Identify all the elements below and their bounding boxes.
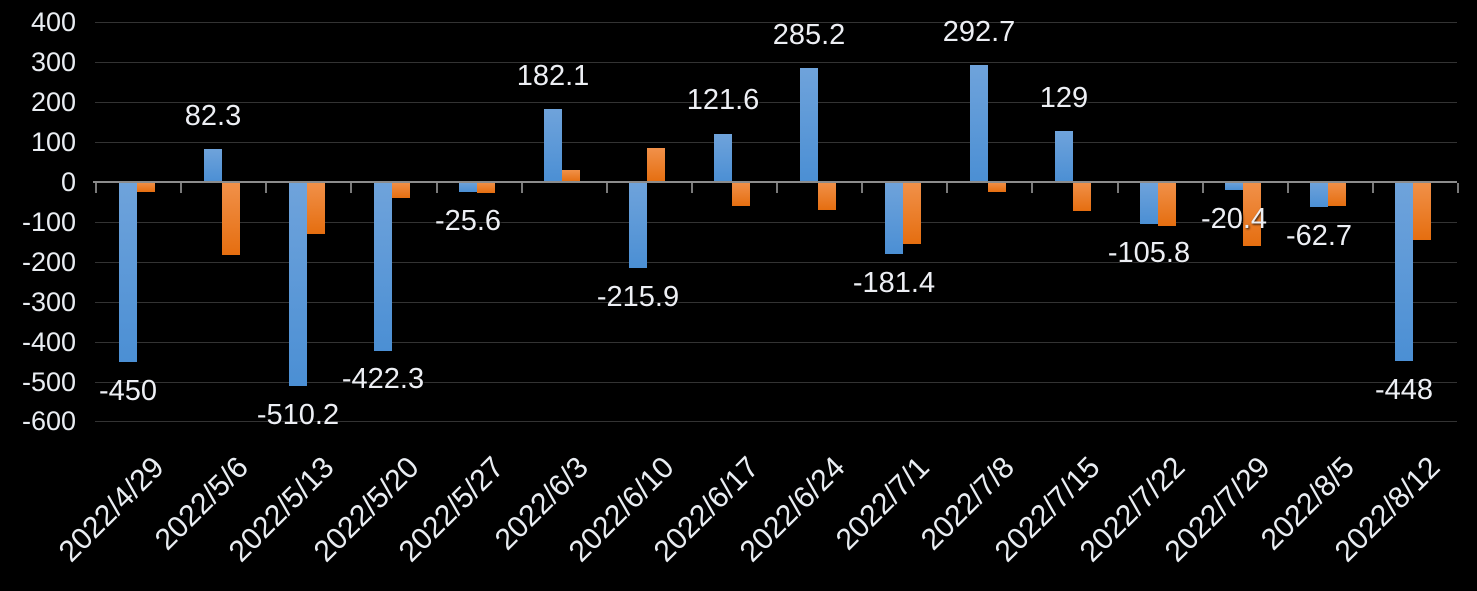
y-gridline <box>95 382 1457 383</box>
bar-blue-2022/8/12[interactable] <box>1395 182 1413 361</box>
x-category-label: 2022/4/29 <box>52 450 171 569</box>
y-gridline <box>95 421 1457 422</box>
bar-orange-2022/7/1[interactable] <box>903 182 921 245</box>
x-axis-tick <box>691 183 693 193</box>
x-axis-tick <box>1202 183 1204 193</box>
bar-orange-2022/6/3[interactable] <box>562 169 580 182</box>
bar-blue-2022/6/24[interactable] <box>800 68 818 182</box>
bar-blue-2022/5/13[interactable] <box>289 182 307 386</box>
x-axis-tick <box>350 183 352 193</box>
data-label: -448 <box>1374 374 1434 406</box>
y-axis-tick-label: -400 <box>21 327 76 357</box>
data-label: 129 <box>1039 82 1089 114</box>
x-axis-tick <box>1117 183 1119 193</box>
bar-orange-2022/8/12[interactable] <box>1413 182 1431 240</box>
data-label: -20.4 <box>1200 203 1268 235</box>
bar-orange-2022/7/22[interactable] <box>1158 182 1176 226</box>
bar-orange-2022/7/8[interactable] <box>988 182 1006 192</box>
bar-orange-2022/4/29[interactable] <box>137 182 155 192</box>
x-axis-tick <box>521 183 523 193</box>
y-axis-tick-label: 400 <box>30 7 76 37</box>
y-axis-tick-label: 300 <box>30 47 76 77</box>
bar-blue-2022/4/29[interactable] <box>119 182 137 362</box>
bar-orange-2022/5/20[interactable] <box>392 182 410 198</box>
data-label: 82.3 <box>184 100 242 132</box>
bar-blue-2022/5/20[interactable] <box>374 182 392 351</box>
y-gridline <box>95 62 1457 63</box>
x-axis-tick <box>1372 183 1374 193</box>
bar-orange-2022/8/5[interactable] <box>1328 182 1346 206</box>
bar-blue-2022/7/1[interactable] <box>885 182 903 255</box>
y-axis-tick-label: -300 <box>21 287 76 317</box>
bar-blue-2022/8/5[interactable] <box>1310 182 1328 207</box>
data-label: -422.3 <box>341 363 425 395</box>
bar-orange-2022/6/10[interactable] <box>647 147 665 182</box>
data-label: -25.6 <box>434 205 502 237</box>
bar-blue-2022/5/27[interactable] <box>459 182 477 193</box>
bar-blue-2022/7/29[interactable] <box>1225 182 1243 191</box>
y-gridline <box>95 302 1457 303</box>
x-category-label: 2022/7/1 <box>830 450 937 557</box>
x-axis-line <box>93 181 1457 183</box>
data-label: 285.2 <box>772 19 846 51</box>
bar-orange-2022/5/6[interactable] <box>222 182 240 255</box>
bar-blue-2022/7/15[interactable] <box>1055 130 1073 182</box>
bar-blue-2022/7/22[interactable] <box>1140 182 1158 225</box>
y-gridline <box>95 102 1457 103</box>
bar-orange-2022/6/17[interactable] <box>732 182 750 206</box>
x-axis-tick <box>861 183 863 193</box>
data-label: 182.1 <box>516 60 590 92</box>
x-axis-tick <box>1287 183 1289 193</box>
x-axis-tick <box>1031 183 1033 193</box>
y-axis-tick-label: -600 <box>21 406 76 436</box>
y-gridline <box>95 222 1457 223</box>
x-axis-tick <box>946 183 948 193</box>
y-gridline <box>95 142 1457 143</box>
y-axis-tick-label: -200 <box>21 247 76 277</box>
bar-blue-2022/6/17[interactable] <box>714 133 732 182</box>
bar-blue-2022/5/6[interactable] <box>204 149 222 182</box>
x-axis-tick <box>180 183 182 193</box>
data-label: -105.8 <box>1107 237 1191 269</box>
data-label: -62.7 <box>1285 220 1353 252</box>
bar-orange-2022/5/27[interactable] <box>477 182 495 194</box>
data-label: 292.7 <box>942 16 1016 48</box>
y-axis-tick-label: 200 <box>30 87 76 117</box>
data-label: -510.2 <box>256 399 340 431</box>
bar-blue-2022/6/3[interactable] <box>544 109 562 182</box>
data-label: -181.4 <box>852 267 936 299</box>
y-axis-tick-label: 100 <box>30 127 76 157</box>
bar-orange-2022/7/29[interactable] <box>1243 182 1261 246</box>
x-axis-tick <box>436 183 438 193</box>
x-axis-tick <box>1457 183 1459 193</box>
bar-orange-2022/5/13[interactable] <box>307 182 325 234</box>
x-axis-tick <box>606 183 608 193</box>
x-axis-tick <box>776 183 778 193</box>
y-gridline <box>95 22 1457 23</box>
bar-orange-2022/7/15[interactable] <box>1073 182 1091 211</box>
data-label: -215.9 <box>596 281 680 313</box>
y-gridline <box>95 262 1457 263</box>
y-gridline <box>95 342 1457 343</box>
bar-orange-2022/6/24[interactable] <box>818 182 836 211</box>
bar-blue-2022/7/8[interactable] <box>970 65 988 182</box>
x-axis-tick <box>265 183 267 193</box>
y-axis-tick-label: -500 <box>21 367 76 397</box>
bar-blue-2022/6/10[interactable] <box>629 182 647 269</box>
data-label: -450 <box>98 375 158 407</box>
data-label: 121.6 <box>686 84 760 116</box>
x-axis-tick <box>95 183 97 193</box>
y-axis-tick-label: 0 <box>60 167 76 197</box>
y-axis-tick-label: -100 <box>21 207 76 237</box>
